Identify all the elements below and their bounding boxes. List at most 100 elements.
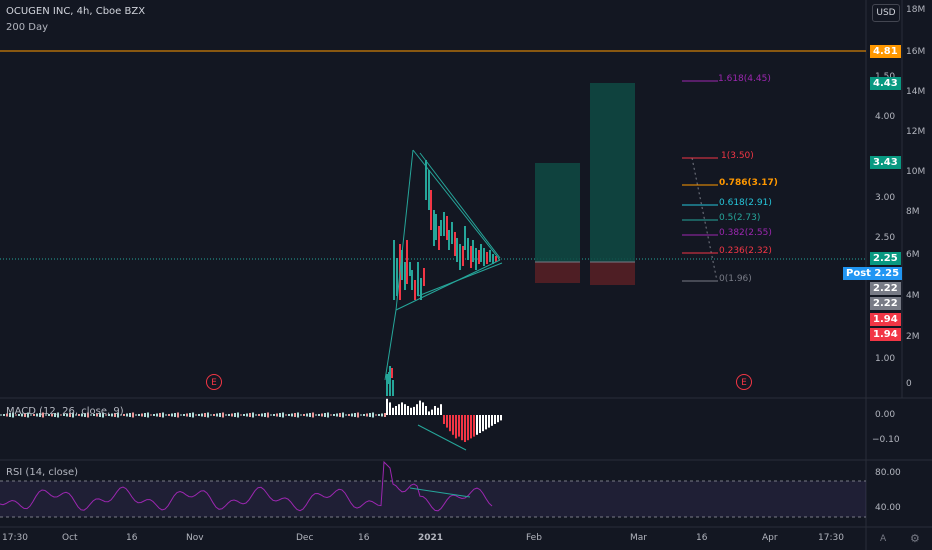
macd-bar: [3, 414, 5, 416]
macd-bar: [33, 414, 35, 416]
macd-bar: [381, 413, 383, 417]
macd-bar: [48, 414, 50, 416]
volume-tick: 2M: [906, 332, 920, 342]
macd-bar: [404, 404, 406, 415]
macd-bar: [150, 414, 152, 416]
volume-tick: 18M: [906, 5, 926, 15]
rsi-tick: 40.00: [875, 503, 901, 513]
macd-bar: [12, 412, 14, 418]
macd-bar: [225, 414, 227, 416]
macd-bar: [452, 415, 454, 435]
time-tick: Apr: [762, 533, 778, 543]
volume-tick: 14M: [906, 87, 926, 97]
macd-bar: [198, 414, 200, 416]
macd-bar: [354, 413, 356, 417]
macd-bar: [63, 414, 65, 416]
macd-bar: [183, 414, 185, 416]
macd-bar: [156, 413, 158, 417]
rsi-trendline: [409, 487, 471, 498]
auto-scale-button[interactable]: A: [880, 534, 887, 544]
volume-tick: 16M: [906, 47, 926, 57]
macd-bar: [30, 414, 32, 416]
macd-bar: [458, 415, 460, 437]
fib-level-label: 0.618(2.91): [719, 198, 772, 208]
macd-bar: [108, 414, 110, 416]
time-tick: 16: [696, 533, 708, 543]
macd-bar: [351, 413, 353, 417]
candle: [420, 278, 422, 300]
macd-bar: [117, 412, 119, 418]
macd-bar: [246, 413, 248, 417]
candle: [472, 240, 474, 262]
macd-bar: [90, 414, 92, 416]
macd-bar: [327, 412, 329, 418]
candle: [456, 238, 458, 262]
macd-bar: [57, 412, 59, 418]
time-tick: 16: [358, 533, 370, 543]
macd-bar: [75, 414, 77, 416]
gear-icon[interactable]: ⚙: [910, 532, 920, 545]
macd-bar: [366, 413, 368, 417]
macd-bar: [159, 413, 161, 417]
macd-bar: [395, 406, 397, 415]
macd-bar: [273, 414, 275, 416]
candle: [470, 246, 472, 268]
macd-bar: [39, 413, 41, 417]
macd-bar: [222, 412, 224, 418]
indicator-label[interactable]: 200 Day: [6, 22, 49, 33]
macd-bar: [141, 413, 143, 417]
rsi-label[interactable]: RSI (14, close): [6, 467, 79, 478]
macd-bar: [69, 413, 71, 417]
macd-bar: [42, 412, 44, 418]
macd-bar: [312, 412, 314, 418]
macd-bar: [162, 412, 164, 418]
earnings-marker[interactable]: E: [206, 374, 222, 390]
macd-bar: [180, 414, 182, 416]
currency-button[interactable]: USD: [872, 4, 900, 22]
macd-bar: [378, 414, 380, 416]
time-tick: Dec: [296, 533, 314, 543]
macd-bar: [120, 414, 122, 416]
candle: [425, 160, 427, 200]
candle: [454, 232, 456, 256]
earnings-marker[interactable]: E: [736, 374, 752, 390]
macd-bar: [132, 412, 134, 418]
fib-level-label: 1(3.50): [721, 151, 754, 161]
macd-bar: [261, 413, 263, 417]
time-tick: 17:30: [2, 533, 28, 543]
macd-bar: [72, 412, 74, 418]
macd-label[interactable]: MACD (12, 26, close, 9): [6, 406, 124, 417]
candle: [489, 250, 491, 262]
macd-bar: [6, 413, 8, 417]
time-tick: Mar: [630, 533, 647, 543]
candle: [462, 246, 464, 266]
macd-bar: [123, 414, 125, 416]
macd-histogram: [0, 398, 502, 442]
candle: [406, 240, 408, 284]
price-badge: 4.43: [870, 77, 901, 90]
candle: [409, 262, 411, 276]
macd-bar: [342, 412, 344, 418]
macd-bar: [114, 413, 116, 417]
macd-bar: [219, 413, 221, 417]
volume-tick: 0: [906, 379, 912, 389]
candle: [423, 268, 425, 286]
long-position-1: [535, 163, 580, 283]
candle: [428, 170, 430, 210]
macd-bar: [315, 414, 317, 416]
macd-bar: [126, 413, 128, 417]
macd-bar: [45, 414, 47, 416]
macd-bar: [111, 413, 113, 417]
macd-bar: [102, 412, 104, 418]
volume-tick: 10M: [906, 167, 926, 177]
macd-bar: [24, 413, 26, 417]
macd-bar: [401, 402, 403, 415]
macd-bar: [213, 414, 215, 416]
price-tick: 4.00: [875, 112, 896, 122]
macd-bar: [318, 414, 320, 416]
macd-bar: [455, 415, 457, 439]
macd-bar: [485, 415, 487, 430]
macd-bar: [288, 414, 290, 416]
macd-tick: −0.10: [872, 435, 900, 445]
